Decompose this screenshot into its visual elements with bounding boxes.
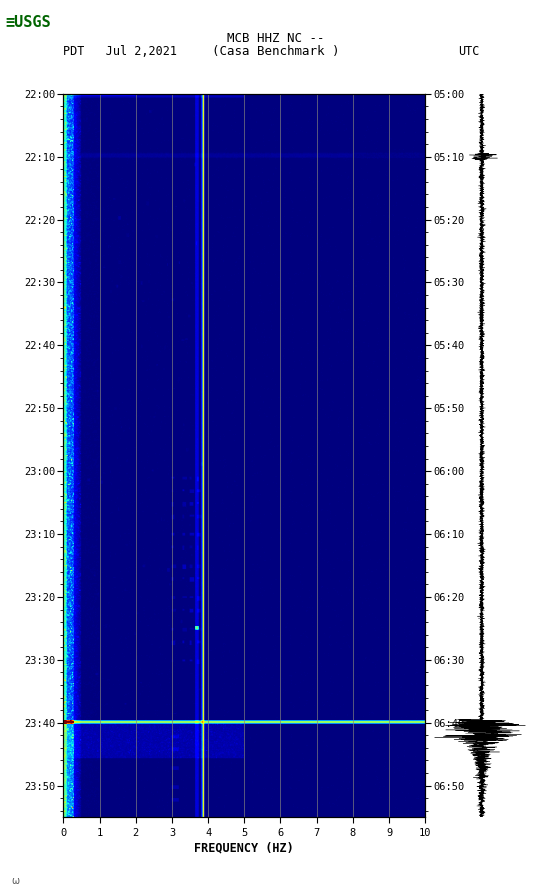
Text: PDT   Jul 2,2021: PDT Jul 2,2021 — [63, 46, 178, 58]
Text: ≡USGS: ≡USGS — [6, 15, 51, 29]
X-axis label: FREQUENCY (HZ): FREQUENCY (HZ) — [194, 842, 294, 855]
Text: (Casa Benchmark ): (Casa Benchmark ) — [213, 46, 339, 58]
Text: MCB HHZ NC --: MCB HHZ NC -- — [227, 32, 325, 45]
Text: UTC: UTC — [458, 46, 480, 58]
Text: ω: ω — [11, 876, 19, 886]
